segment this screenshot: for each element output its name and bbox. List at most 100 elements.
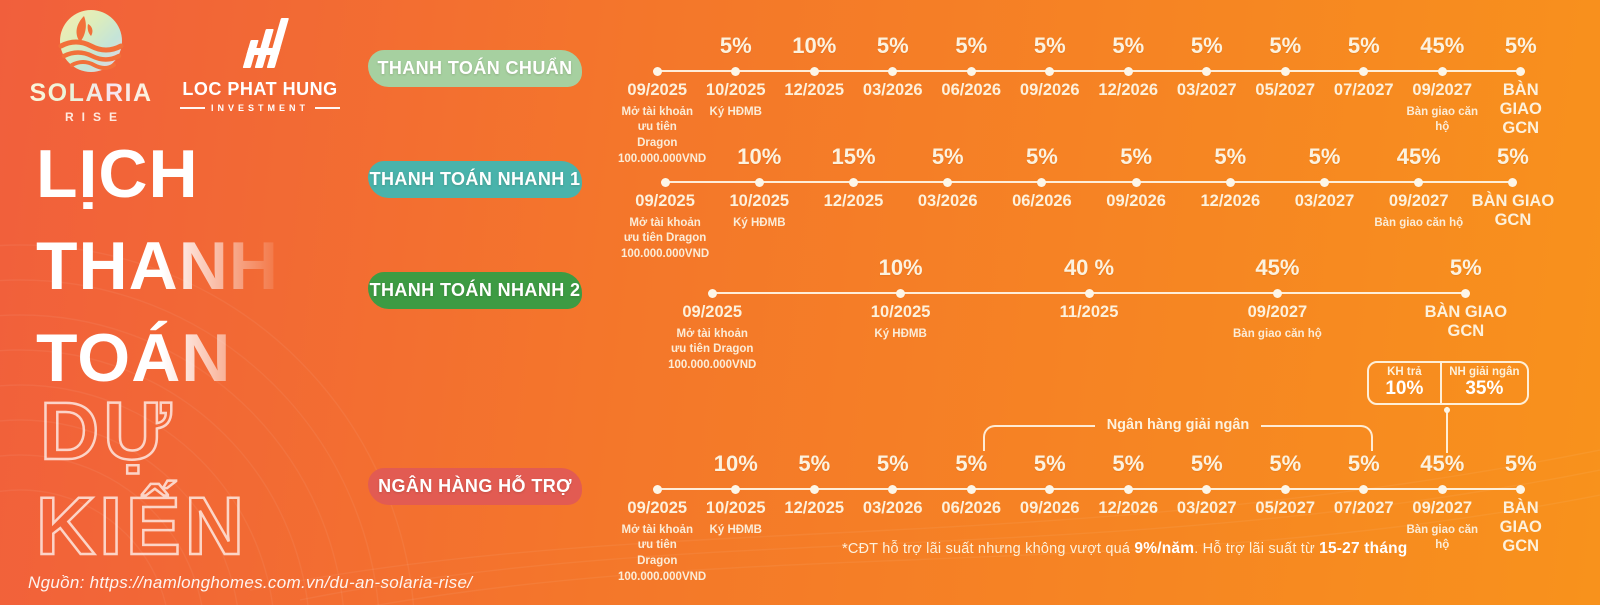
milestone-date: 03/2026 [862,81,923,99]
title-line-3: TOÁN [36,312,279,404]
milestone-percent: 10% [737,144,782,169]
milestone-date: 09/2025 [635,192,695,210]
timeline-milestone: 09/2025 Mở tài khoản ưu tiên Dragon 100.… [618,451,707,585]
timeline-dot-icon [966,66,976,76]
timeline-dot-icon [1045,484,1055,494]
milestone-date: 03/2027 [1294,192,1355,210]
milestone-percent [618,255,806,285]
milestone-percent: 5% [931,144,964,169]
timeline-dot-icon [1437,66,1447,76]
timeline-milestone: 5% 09/2026 [1011,33,1090,167]
milestone-date: 12/2026 [1200,192,1261,210]
timeline-milestone: 5% 03/2026 [854,451,933,585]
timeline-dot-icon [1037,177,1047,187]
timeline-dot-icon [1225,177,1235,187]
timeline-dot-icon [731,484,741,494]
milestone-date: 09/2026 [1106,192,1166,210]
timeline-milestone: 5% 05/2027 [1246,33,1325,167]
milestone-percent: 45% [1420,451,1465,476]
timeline-milestone: 5% 03/2026 [901,144,995,263]
milestone-note: Mở tài khoản ưu tiên Dragon 100.000.000V… [618,523,707,583]
bank-bracket-label: Ngân hàng giải ngân [1106,417,1250,433]
milestone-note: Bàn giao căn hộ [1406,105,1479,134]
customer-pays-cell: KH trả 10% [1369,363,1442,403]
milestone-date: 09/2027 [1247,303,1308,321]
milestone-date: 09/2027 [1388,192,1449,210]
title-outline-2: KIẾN [35,480,248,574]
milestone-date: BÀN GIAO GCN [1499,81,1542,137]
milestone-percent: 5% [1026,144,1058,169]
timeline-milestone: 5% 07/2027 [1325,451,1404,585]
milestone-date: 07/2027 [1333,499,1394,517]
timeline-dot-icon [1045,66,1055,76]
timeline-milestone: 5% 06/2026 [995,144,1089,263]
milestone-percent: 5% [876,451,909,476]
timeline-milestone: 5% BÀN GIAO GCN [1482,451,1561,585]
milestone-date: 10/2025 [705,81,766,99]
milestone-date: BÀN GIAO GCN [1424,303,1508,340]
milestone-date: 12/2025 [784,81,845,99]
payment-schedule-row: THANH TOÁN NHANH 2 09/2025 Mở tài khoản … [368,255,1560,374]
loc-phat-hung-name: LOC PHAT HUNG [182,79,338,99]
timeline-dot-icon [809,484,819,494]
milestone-percent [618,451,697,481]
timeline-milestone: 5% 03/2026 [854,33,933,167]
timeline-milestone: 5% 07/2027 [1325,33,1404,167]
timeline-milestone: 5% 09/2026 [1089,144,1183,263]
bracket-line-left [983,425,1095,451]
timeline-milestone: 5% BÀN GIAO GCN [1372,255,1560,374]
milestone-date: 09/2027 [1412,499,1473,517]
timeline-dot-icon [1359,484,1369,494]
schedule-badge: THANH TOÁN NHANH 1 [368,161,582,198]
timeline-milestone: 09/2025 Mở tài khoản ưu tiên Dragon 100.… [618,33,706,167]
timeline-milestone: 5% 03/2027 [1277,144,1371,263]
title-line-1: LỊCH [36,136,199,212]
footnote: *CĐT hỗ trợ lãi suất nhưng không vượt qu… [842,540,1408,557]
milestone-date: 06/2026 [1012,192,1072,210]
customer-pays-label: KH trả [1387,366,1422,379]
customer-pays-value: 10% [1385,377,1424,399]
schedule-timeline: 09/2025 Mở tài khoản ưu tiên Dragon 100.… [618,33,1560,167]
milestone-percent: 45% [1396,144,1441,169]
schedule-badge: NGÂN HÀNG HỖ TRỢ [368,468,582,505]
timeline-dot-icon [849,177,858,187]
timeline-dot-icon [1508,177,1518,187]
milestone-percent: 5% [1214,144,1247,169]
milestone-percent: 15% [831,144,876,169]
customer-bank-split-box: KH trả 10% NH giải ngân 35% [1367,361,1529,405]
milestone-date: 03/2027 [1176,499,1237,517]
milestone-percent: 5% [1269,33,1302,58]
milestone-percent: 5% [1190,33,1223,58]
rule-left [180,107,205,109]
timeline-milestone: 10% 12/2025 [775,33,854,167]
milestone-percent: 5% [798,451,831,476]
brand-logos: SOLARIA RISE LOC PHAT HUNG INVESTMENT [28,8,341,124]
timeline-dot-icon [1272,288,1282,298]
milestone-date: 09/2026 [1019,81,1080,99]
milestone-percent: 10% [713,451,758,476]
milestone-percent: 5% [955,451,988,476]
schedule-timeline: 09/2025 Mở tài khoản ưu tiên Dragon 100.… [618,144,1560,263]
bank-disburses-cell: NH giải ngân 35% [1442,363,1527,403]
timeline-milestone: 5% 12/2025 [775,451,854,585]
payment-schedule-row: THANH TOÁN CHUẨN 09/2025 Mở tài khoản ưu… [368,33,1560,167]
milestone-date: 06/2026 [941,499,1002,517]
milestone-date: 03/2026 [917,192,978,210]
timeline-milestone: 5% 12/2026 [1089,451,1168,585]
solaria-name: SOLARIA [29,79,153,107]
page-title-outline: DỰ KIẾN [35,384,248,574]
rule-right [315,107,341,109]
payment-schedule-row: NGÂN HÀNG HỖ TRỢ 09/2025 Mở tài khoản ưu… [368,361,1561,585]
milestone-note: Mở tài khoản ưu tiên Dragon 100.000.000V… [668,327,757,371]
timeline-milestone: 40 % 11/2025 [995,255,1183,374]
milestone-percent: 5% [1347,451,1380,476]
milestone-percent: 10% [792,33,837,58]
timeline-milestone: 09/2025 Mở tài khoản ưu tiên Dragon 100.… [618,144,712,263]
timeline-dot-icon [754,177,764,187]
solaria-logo: SOLARIA RISE [28,8,154,124]
timeline-dot-icon [1084,288,1094,298]
milestone-percent: 45% [1255,255,1300,280]
timeline-dot-icon [1123,484,1133,494]
milestone-percent: 5% [1504,451,1537,476]
